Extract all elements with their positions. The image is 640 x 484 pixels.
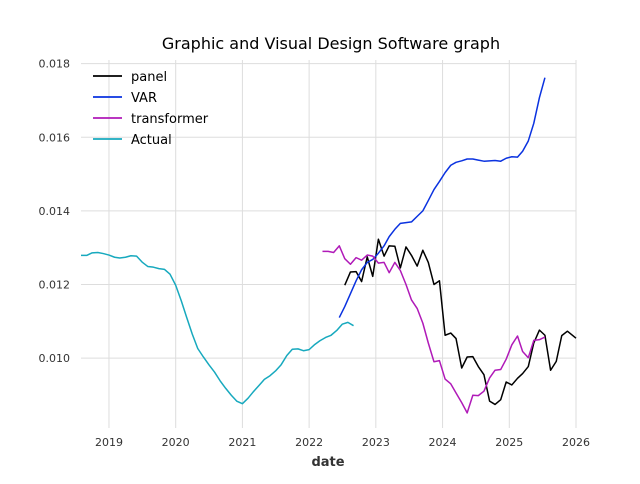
tick-layer: 2019 2020 2021 2022 2023 2024 2025 2026 0.010 0.0… [39,58,591,449]
series-line-panel [344,238,577,406]
x-tick-label: 2020 [162,436,190,449]
legend-label: panel [131,70,167,85]
y-tick-label: 0.010 [39,352,71,365]
series-layer [81,77,577,414]
y-tick-label: 0.018 [39,58,71,71]
legend-label: Actual [131,133,172,148]
y-tick-label: 0.012 [39,278,71,291]
y-tick-label: 0.016 [39,131,71,144]
chart-title: Graphic and Visual Design Software graph [162,34,500,53]
x-tick-label: 2023 [362,436,390,449]
x-tick-label: 2022 [295,436,323,449]
legend-label: transformer [131,112,209,127]
x-axis-label: date [311,455,344,470]
x-tick-label: 2024 [429,436,457,449]
x-tick-label: 2021 [228,436,256,449]
x-tick-label: 2025 [495,436,523,449]
x-tick-label: 2019 [95,436,123,449]
series-line-actual [81,251,354,405]
series-line-transformer [322,245,546,414]
x-tick-label: 2026 [562,436,590,449]
legend-label: VAR [131,91,157,106]
grid-layer [81,60,577,428]
y-tick-label: 0.014 [39,205,71,218]
legend: panel VAR transformer Actual [93,70,209,148]
